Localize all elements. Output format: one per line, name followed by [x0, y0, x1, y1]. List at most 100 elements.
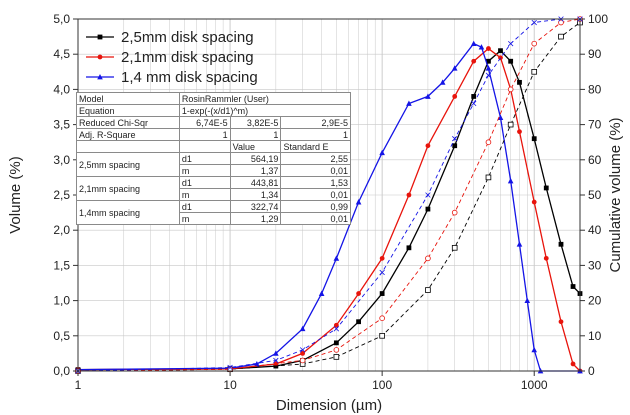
data-point [355, 199, 362, 205]
legend-marker [97, 74, 103, 80]
data-point [451, 209, 458, 216]
data-point [425, 287, 431, 293]
table-cell: m [178, 164, 231, 177]
table-cell: 0,99 [280, 200, 351, 213]
data-point [531, 19, 537, 26]
x-tick-label: 10 [223, 378, 237, 392]
fit-parameters-table: Model RosinRammler (User) Equation 1-exp… [76, 92, 352, 225]
data-point [478, 44, 485, 50]
y-right-tick-label: 60 [588, 153, 602, 167]
data-point [273, 350, 279, 356]
y-right-tick-label: 30 [588, 258, 602, 272]
table-row: Equation 1-exp(-(x/d1)^m) [76, 104, 352, 117]
data-point [439, 79, 446, 85]
table-cell [76, 140, 180, 153]
group-label: 2,5mm spacing [76, 152, 180, 177]
data-point [485, 72, 492, 79]
group-label: 2,1mm spacing [76, 176, 180, 201]
table-cell: Model [76, 92, 180, 105]
table-cell: Equation [76, 104, 180, 117]
cumulative-line [77, 18, 580, 372]
table-cell: 3,82E-5 [229, 116, 282, 129]
table-cell: 1-exp(-(x/d1)^m) [178, 104, 352, 117]
data-point [425, 255, 431, 262]
data-point [507, 177, 514, 184]
table-row: Adj. R-Square 1 1 1 [76, 128, 351, 141]
table-cell: Reduced Chi-Sqr [76, 116, 180, 129]
table-row: 1,4mm spacing d1 322,74 0,99 [76, 200, 351, 225]
column-header: Standard E [280, 140, 351, 153]
data-point [425, 206, 431, 212]
data-point [497, 114, 504, 120]
data-point [333, 347, 340, 353]
data-series [75, 16, 583, 374]
legend-marker [97, 34, 103, 40]
data-point [227, 364, 233, 371]
data-point [406, 245, 412, 251]
data-point [300, 351, 306, 356]
y-left-tick-label: 3,5 [53, 118, 70, 132]
table-cell: 2,55 [280, 152, 351, 165]
table-cell: Adj. R-Square [76, 128, 180, 141]
data-point [531, 346, 538, 353]
axis-ticks: 1 10 100 10000,00,51,01,52,02,53,03,54,04,5… [53, 12, 608, 392]
data-point [471, 58, 477, 64]
table-cell: 2,9E-5 [280, 116, 351, 129]
data-point [471, 94, 477, 99]
y-right-tick-label: 0 [588, 364, 595, 378]
data-point [299, 325, 306, 332]
data-point [406, 100, 412, 106]
cumulative-line [77, 18, 581, 372]
y-left-tick-label: 2,0 [53, 223, 70, 237]
data-point [531, 136, 537, 142]
data-point [299, 357, 306, 364]
y-right-tick-label: 10 [588, 329, 602, 343]
data-point [425, 192, 431, 198]
data-point [531, 40, 538, 47]
data-point [452, 94, 458, 99]
y-right-tick-label: 90 [588, 47, 602, 61]
table-row: 2,5mm spacing d1 564,19 2,55 [76, 152, 351, 177]
x-axis-label: Dimension (µm) [276, 397, 382, 414]
data-point [406, 192, 412, 198]
table-cell: 0,01 [280, 188, 351, 201]
data-point [485, 139, 492, 146]
table-cell: m [178, 188, 231, 201]
data-point [498, 48, 503, 54]
table-header-row: Value Standard E [76, 140, 351, 153]
data-point [485, 174, 492, 181]
legend-marker [97, 54, 103, 60]
table-cell: 1,53 [280, 176, 351, 189]
y-axis-label-left: Volume (%) [7, 156, 24, 234]
data-point [508, 58, 514, 64]
data-point [452, 143, 458, 149]
data-point [379, 149, 385, 156]
data-point [507, 40, 514, 47]
data-point [486, 46, 491, 51]
table-cell: 322,74 [229, 200, 282, 213]
y-left-tick-label: 0,5 [53, 329, 70, 343]
table-cell: 0,01 [280, 164, 351, 177]
y-right-tick-label: 20 [588, 294, 602, 308]
data-point [570, 284, 576, 289]
data-point [333, 340, 339, 346]
data-point [558, 319, 564, 325]
data-point [379, 332, 385, 339]
data-point [425, 143, 431, 149]
table-row: 2,1mm spacing d1 443,81 1,53 [76, 176, 351, 201]
legend: 2,5mm disk spacing 2,1mm disk spacing 1,4 … [86, 29, 258, 86]
table-row: Model RosinRammler (User) [76, 92, 352, 105]
data-point [516, 241, 523, 247]
cumulative-series [75, 16, 583, 374]
legend-label: 1,4 mm disk spacing [121, 69, 258, 86]
data-point [356, 291, 361, 296]
table-cell: 1,34 [229, 188, 282, 201]
data-point [299, 347, 306, 353]
y-left-tick-label: 5,0 [53, 12, 70, 26]
column-header: Value [229, 140, 282, 153]
data-point [558, 33, 564, 40]
data-point [379, 255, 385, 261]
table-cell: 443,81 [229, 176, 282, 189]
legend-label: 2,1mm disk spacing [121, 49, 254, 66]
cumulative-line [77, 22, 581, 372]
